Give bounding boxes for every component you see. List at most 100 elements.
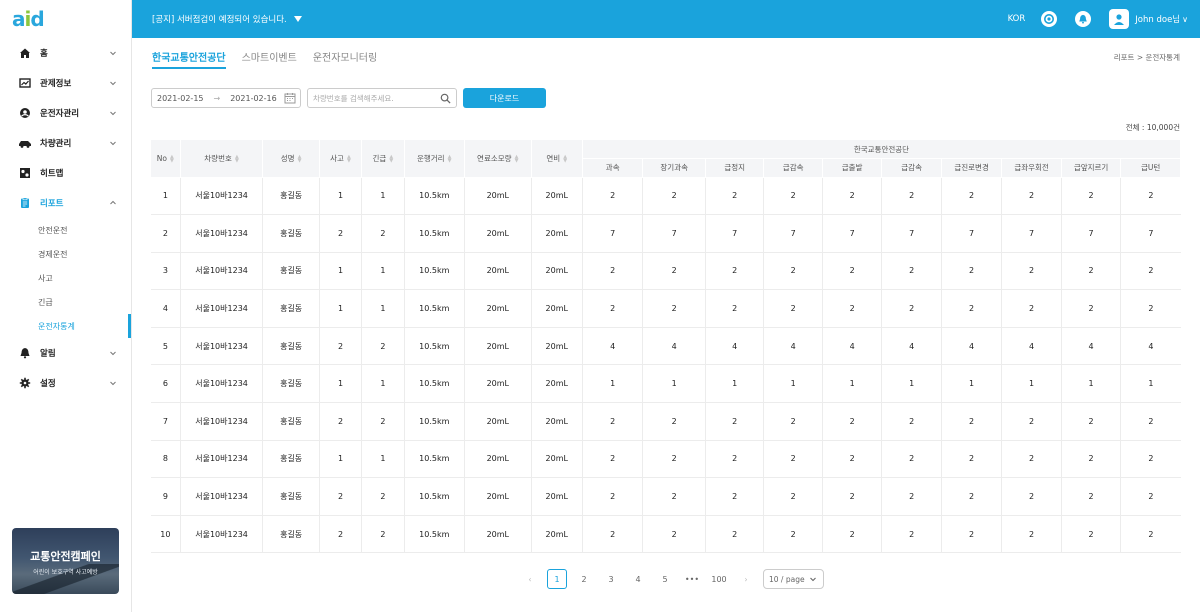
language-selector[interactable]: KOR [1007,14,1026,24]
header-emergency[interactable]: 긴급 ▲ ▼ [361,140,405,178]
cell-event: 2 [763,440,823,479]
header-no[interactable]: No ▲ ▼ [151,140,181,178]
cell-distance: 10.5km [404,440,466,479]
table-row[interactable]: 1 서울10바1234 홍길동 1 1 10.5km 20mL 20mL 2 2 2 2 2 2 2 2 2 2 [151,177,1181,216]
avatar[interactable] [1109,9,1130,29]
tab-smart-event[interactable]: 스마트이벤트 [241,53,297,64]
page-button-last[interactable]: 100 [711,574,727,584]
table-body: 1 서울10바1234 홍길동 1 1 10.5km 20mL 20mL 2 2 2 2 2 2 2 2 2 2 2… [151,177,1181,554]
cell-event: 2 [642,402,706,441]
cell-name: 홍길동 [262,252,320,291]
cell-event: 1 [642,364,706,404]
table-row[interactable]: 7 서울10바1234 홍길동 2 2 10.5km 20mL 20mL 2 2 2 2 2 2 2 2 2 2 [151,402,1181,441]
cell-event: 2 [1001,177,1062,216]
page-ellipsis[interactable]: ••• [684,574,700,584]
next-page-button[interactable]: › [744,574,748,584]
report-icon [18,196,32,210]
table-row[interactable]: 4 서울10바1234 홍길동 1 1 10.5km 20mL 20mL 2 2 2 2 2 2 2 2 2 2 [151,289,1181,328]
cell-event: 1 [1001,364,1062,404]
table-row[interactable]: 10 서울10바1234 홍길동 2 2 10.5km 20mL 20mL 2 2 2 2 2 2 2 2 2 2 [151,515,1181,554]
page-button-5[interactable]: 5 [662,574,668,584]
page-size-select[interactable]: 10 / page [763,569,824,589]
subheader-sudden-lane-change: 급진로변경 [941,158,1003,178]
sidebar-item-label: 히트맵 [40,169,64,179]
date-range-picker[interactable]: 2021-02-15 → 2021-02-16 [151,88,301,108]
cell-accident: 2 [319,402,363,441]
cell-event: 2 [1061,289,1122,328]
sidebar-item-vehicles[interactable]: 차량관리 [0,128,131,158]
bell-icon [18,346,32,360]
header-label: 연비 [546,153,561,163]
table-row[interactable]: 5 서울10바1234 홍길동 2 2 10.5km 20mL 20mL 4 4 4 4 4 4 4 4 4 4 [151,327,1181,366]
page-size-value: 10 / page [769,574,805,584]
sidebar-item-label: 리포트 [40,199,64,209]
cell-distance: 10.5km [404,289,466,328]
notice-dropdown[interactable]: [공지] 서버점검이 예정되어 있습니다. [152,13,302,25]
tab-kotsa[interactable]: 한국교통안전공단 [152,49,226,69]
cell-no: 1 [151,177,181,216]
sort-icon: ▲ ▼ [234,153,239,164]
header-plate[interactable]: 차량번호 ▲ ▼ [180,140,264,178]
sidebar-item-settings[interactable]: 설정 [0,368,131,398]
cell-name: 홍길동 [262,364,320,404]
chevron-down-icon[interactable]: ∨ [1182,14,1188,24]
submenu-item-accident[interactable]: 사고 [38,273,53,283]
sidebar-item-report[interactable]: 리포트 [0,188,131,218]
subheader-sudden-decel: 급감속 [763,158,823,178]
page-button-1[interactable]: 1 [547,569,567,589]
tab-driver-monitoring[interactable]: 운전자모니터링 [312,53,378,64]
cell-event: 2 [1001,289,1062,328]
cell-event: 2 [1061,177,1122,216]
cell-efficiency: 20mL [531,440,583,479]
cell-event: 7 [705,214,765,253]
sidebar-item-monitoring[interactable]: 관제정보 [0,68,131,98]
search-input[interactable] [308,89,438,107]
table-row[interactable]: 6 서울10바1234 홍길동 1 1 10.5km 20mL 20mL 1 1 1 1 1 1 1 1 1 1 [151,364,1181,404]
support-icon[interactable] [1041,11,1058,27]
page-button-3[interactable]: 3 [608,574,614,584]
campaign-banner[interactable]: 교통안전캠페인 어린이 보호구역 사고예방 [12,528,119,594]
sort-icon: ▲ ▼ [389,153,394,164]
table-row[interactable]: 9 서울10바1234 홍길동 2 2 10.5km 20mL 20mL 2 2 2 2 2 2 2 2 2 2 [151,477,1181,516]
sidebar-item-drivers[interactable]: 운전자관리 [0,98,131,128]
cell-event: 2 [763,289,823,328]
sidebar-item-home[interactable]: 홈 [0,38,131,68]
sidebar-item-alerts[interactable]: 알림 [0,338,131,368]
cell-efficiency: 20mL [531,477,583,516]
chevron-down-icon [110,381,116,386]
page-button-2[interactable]: 2 [581,574,587,584]
table-row[interactable]: 8 서울10바1234 홍길동 1 1 10.5km 20mL 20mL 2 2 2 2 2 2 2 2 2 2 [151,440,1181,479]
sidebar-item-heatmap[interactable]: 히트맵 [0,158,131,188]
header-name[interactable]: 성명 ▲ ▼ [262,140,320,178]
cell-fuel: 20mL [464,327,532,366]
cell-event: 2 [1061,477,1122,516]
search-icon[interactable] [440,93,451,104]
chart-icon [18,76,32,90]
header-label: 성명 [280,153,295,163]
chevron-down-icon [110,81,116,86]
header-accident[interactable]: 사고 ▲ ▼ [319,140,363,178]
download-button[interactable]: 다운로드 [463,88,546,108]
cell-emergency: 2 [361,515,405,554]
notification-bell-icon[interactable] [1075,11,1092,27]
cell-plate: 서울10바1234 [180,515,264,554]
sidebar-item-label: 알림 [40,349,56,359]
table-row[interactable]: 3 서울10바1234 홍길동 1 1 10.5km 20mL 20mL 2 2 2 2 2 2 2 2 2 2 [151,252,1181,291]
header-fuel[interactable]: 연료소모량 ▲ ▼ [464,140,532,178]
submenu-item-eco-driving[interactable]: 경제운전 [38,249,68,259]
cell-event: 2 [881,440,942,479]
user-menu[interactable]: John doe님 [1135,15,1181,25]
breadcrumb: 리포트 > 운전자통계 [1113,53,1180,62]
header-group-kotsa: 한국교통안전공단 [582,140,1182,159]
table-row[interactable]: 2 서울10바1234 홍길동 2 2 10.5km 20mL 20mL 7 7 7 7 7 7 7 7 7 7 [151,214,1181,253]
submenu-item-safe-driving[interactable]: 안전운전 [38,225,68,235]
cell-plate: 서울10바1234 [180,327,264,366]
header-efficiency[interactable]: 연비 ▲ ▼ [531,140,583,178]
header-distance[interactable]: 운행거리 ▲ ▼ [404,140,466,178]
cell-emergency: 2 [361,477,405,516]
submenu-item-emergency[interactable]: 긴급 [38,297,53,307]
submenu-item-driver-stats[interactable]: 운전자통계 [0,314,131,338]
prev-page-button[interactable]: ‹ [528,574,532,584]
page-button-4[interactable]: 4 [635,574,641,584]
